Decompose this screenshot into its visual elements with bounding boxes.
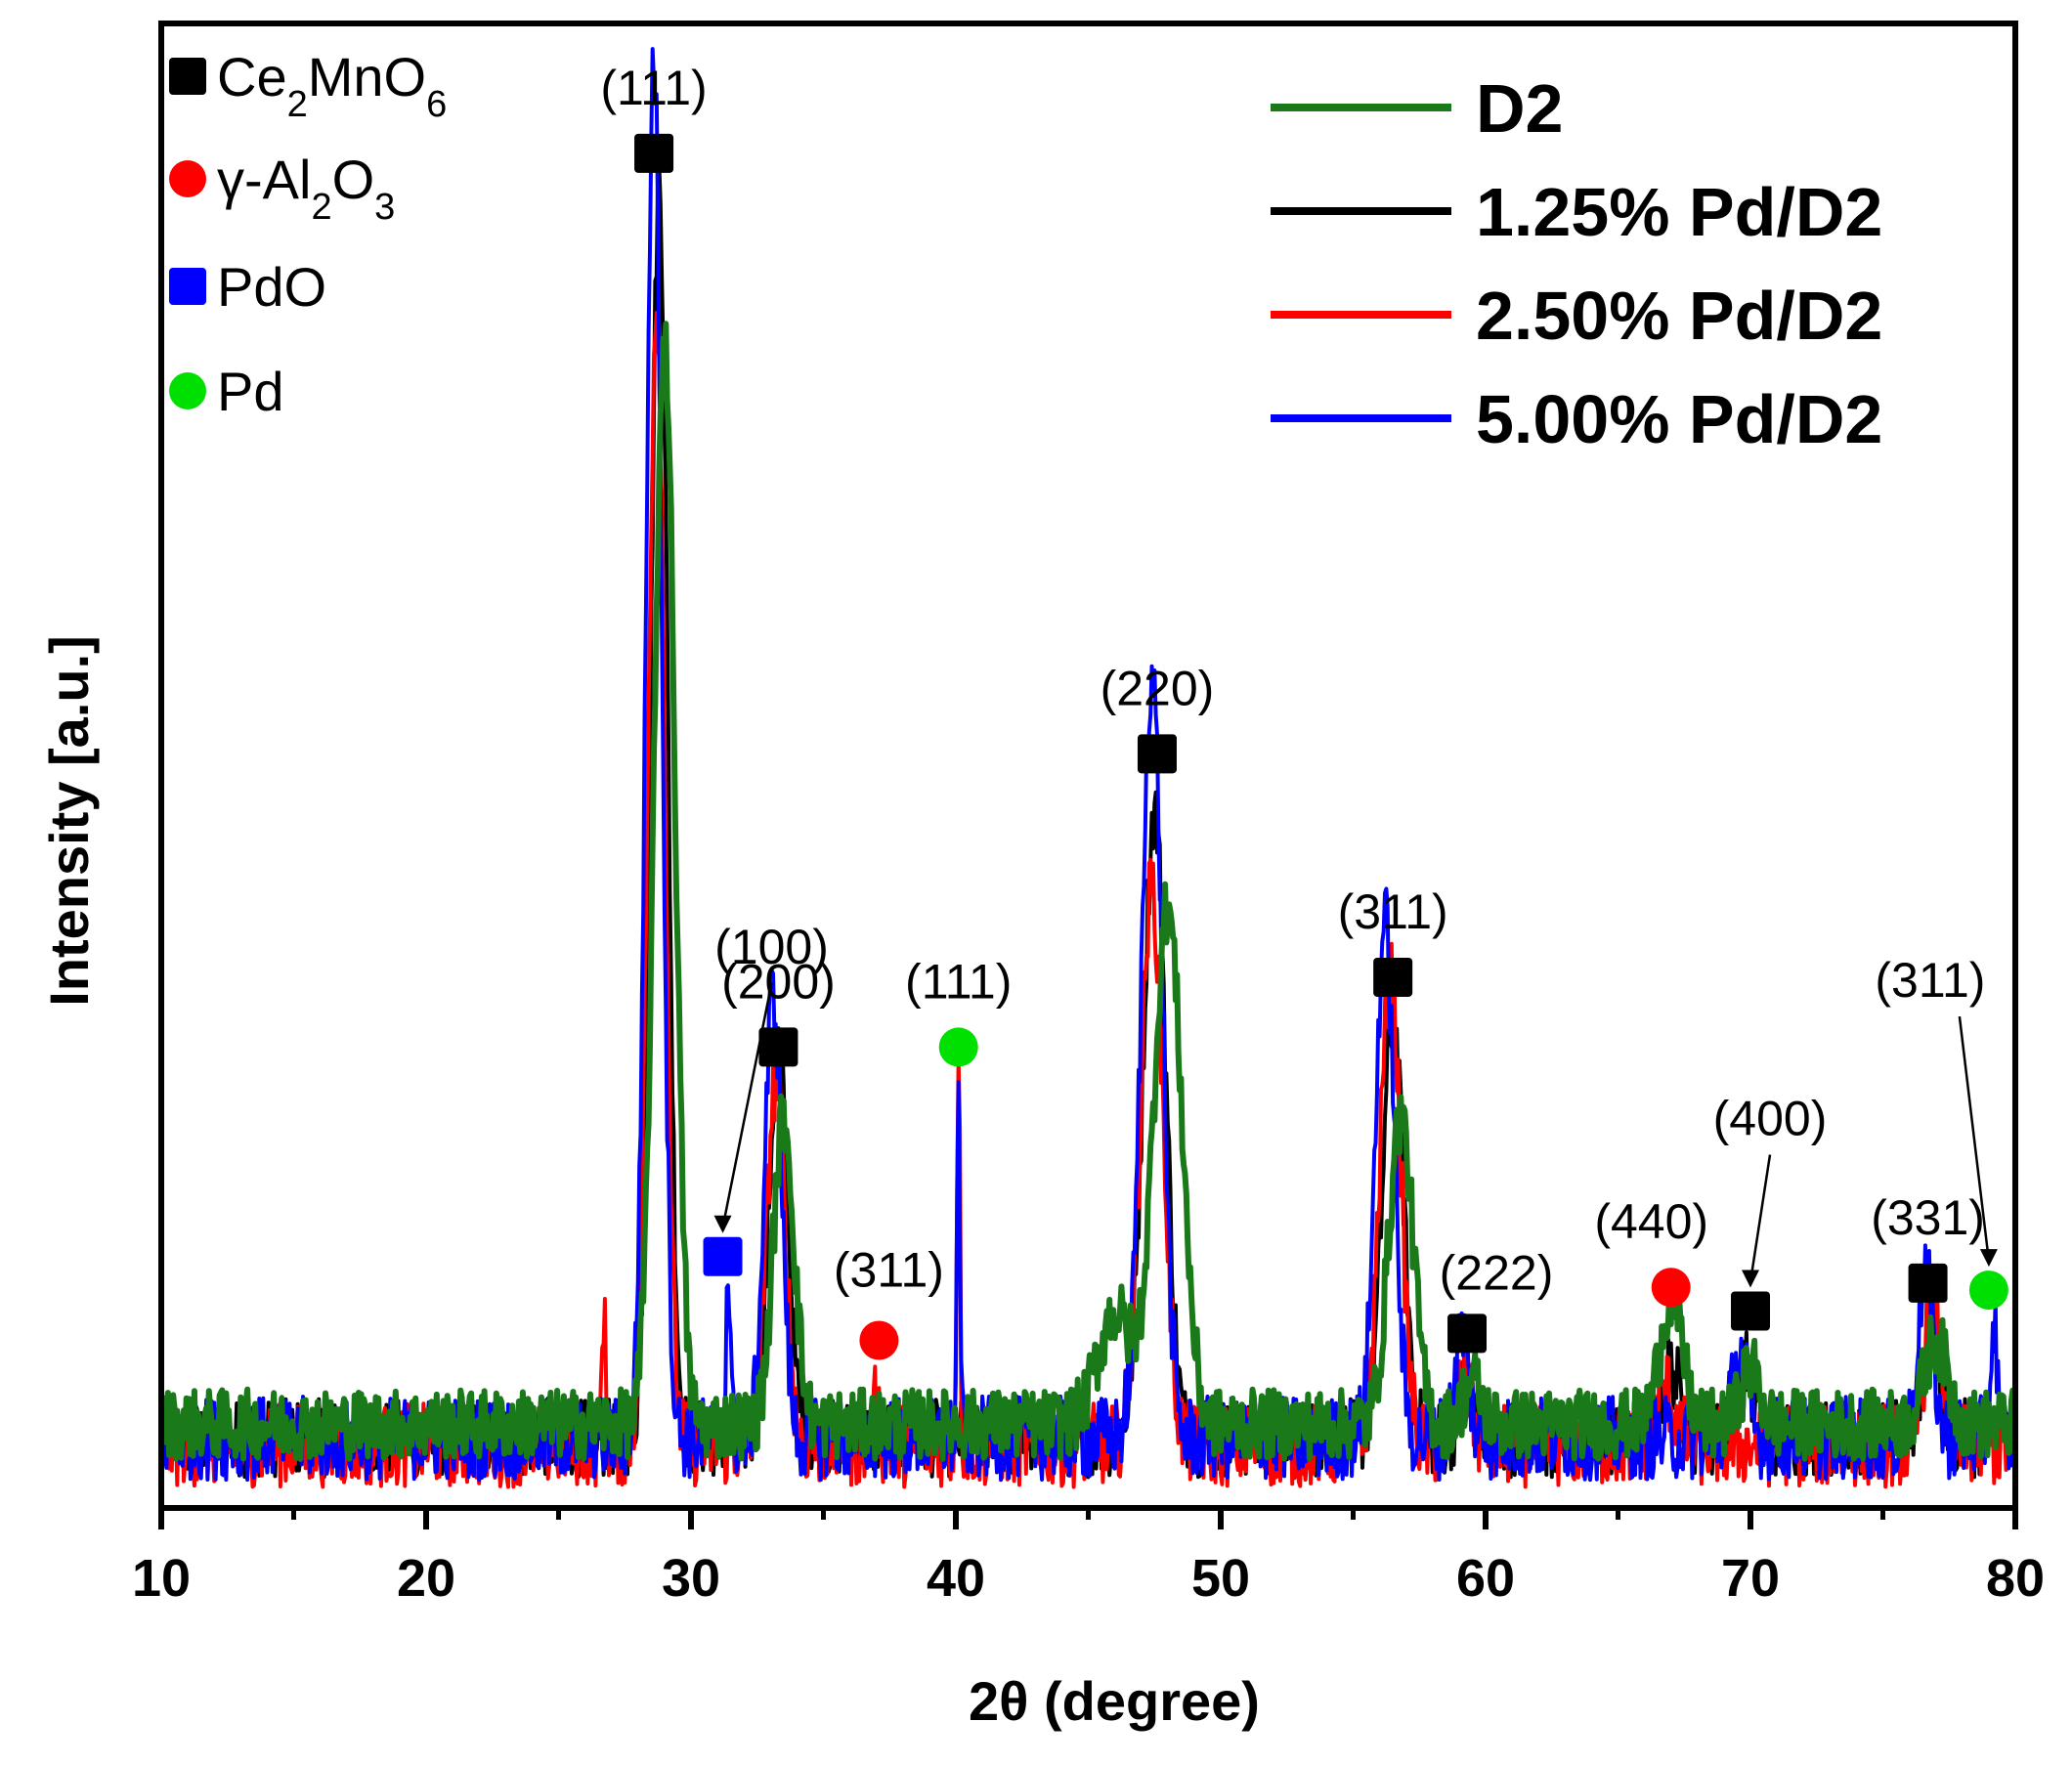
peak-label: (200) [721, 954, 836, 1009]
series-line-1 [159, 165, 2016, 1480]
annotation-layer: (111) (100)(200) (311) (111) (220) (311) (222)… [600, 61, 2008, 1360]
peak-label: (100) [714, 920, 829, 974]
y-axis-title: Intensity [a.u.] [38, 635, 100, 1007]
peak-marker-black-square [1447, 1313, 1488, 1354]
peak-arrow [1958, 1015, 1991, 1262]
peak-label: (311) [1338, 884, 1448, 939]
series-line-0 [158, 321, 2018, 1462]
legend-series-label: 5.00% Pd/D2 [1476, 381, 1882, 457]
legend-marker-green-circle [169, 372, 206, 409]
peak-marker-black-square [634, 133, 674, 173]
peak-marker-red-circle [1651, 1268, 1691, 1308]
x-tick-label: 60 [1456, 1549, 1515, 1608]
series-line-3 [159, 47, 2017, 1483]
peak-marker-black-square [1137, 734, 1177, 774]
x-axis-title: 2θ (degree) [969, 1670, 1260, 1732]
peak-label: (222) [1440, 1245, 1554, 1300]
peak-marker-red-circle [859, 1320, 899, 1360]
peak-marker-black-square [758, 1027, 799, 1067]
peak-marker-black-square [1731, 1291, 1770, 1331]
peak-label: (331) [1871, 1190, 1985, 1245]
peak-arrowhead [1742, 1270, 1759, 1288]
legend: Ce2MnO6 γ-Al2O3 PdO Pd D2 1.25% Pd/D2 2.50% Pd… [169, 46, 1882, 457]
legend-phase-label: PdO [217, 256, 326, 318]
peak-arrowhead [713, 1215, 732, 1233]
x-tick-label: 70 [1721, 1549, 1780, 1608]
peak-marker-green-circle [938, 1027, 978, 1067]
peak-label: (440) [1594, 1194, 1708, 1249]
peak-marker-black-square [1373, 957, 1413, 997]
peak-marker-green-circle [1968, 1270, 2008, 1311]
peak-label: (311) [1875, 953, 1985, 1008]
x-axis: 10 20 30 40 50 60 70 80 [132, 1508, 2045, 1608]
peak-arrowhead [1979, 1249, 1998, 1268]
peak-label: (111) [600, 61, 707, 115]
legend-phase-label: Pd [217, 361, 284, 422]
peak-marker-black-square [1908, 1263, 1948, 1303]
legend-marker-blue-square [169, 268, 206, 305]
peak-label: (311) [834, 1243, 944, 1298]
legend-marker-black-square [169, 58, 206, 95]
peak-marker-blue-square [703, 1236, 743, 1276]
legend-phase-label: Ce2MnO6 [217, 46, 447, 125]
legend-phase-label: γ-Al2O3 [217, 149, 395, 228]
peak-arrow [721, 982, 773, 1228]
peak-label: (400) [1713, 1092, 1828, 1146]
peak-label: (220) [1101, 661, 1215, 715]
legend-series-label: 1.25% Pd/D2 [1476, 174, 1882, 250]
series-layer [158, 47, 2018, 1489]
legend-series-label: 2.50% Pd/D2 [1476, 278, 1882, 354]
legend-marker-red-circle [169, 160, 206, 197]
peak-label: (111) [905, 954, 1012, 1009]
x-tick-label: 50 [1191, 1549, 1250, 1608]
peak-arrow [1748, 1154, 1772, 1282]
x-tick-label: 30 [662, 1549, 720, 1608]
x-tick-label: 80 [1986, 1549, 2045, 1608]
legend-series-label: D2 [1476, 70, 1563, 147]
x-tick-label: 40 [927, 1549, 985, 1608]
x-tick-label: 20 [397, 1549, 455, 1608]
x-tick-label: 10 [132, 1549, 191, 1608]
